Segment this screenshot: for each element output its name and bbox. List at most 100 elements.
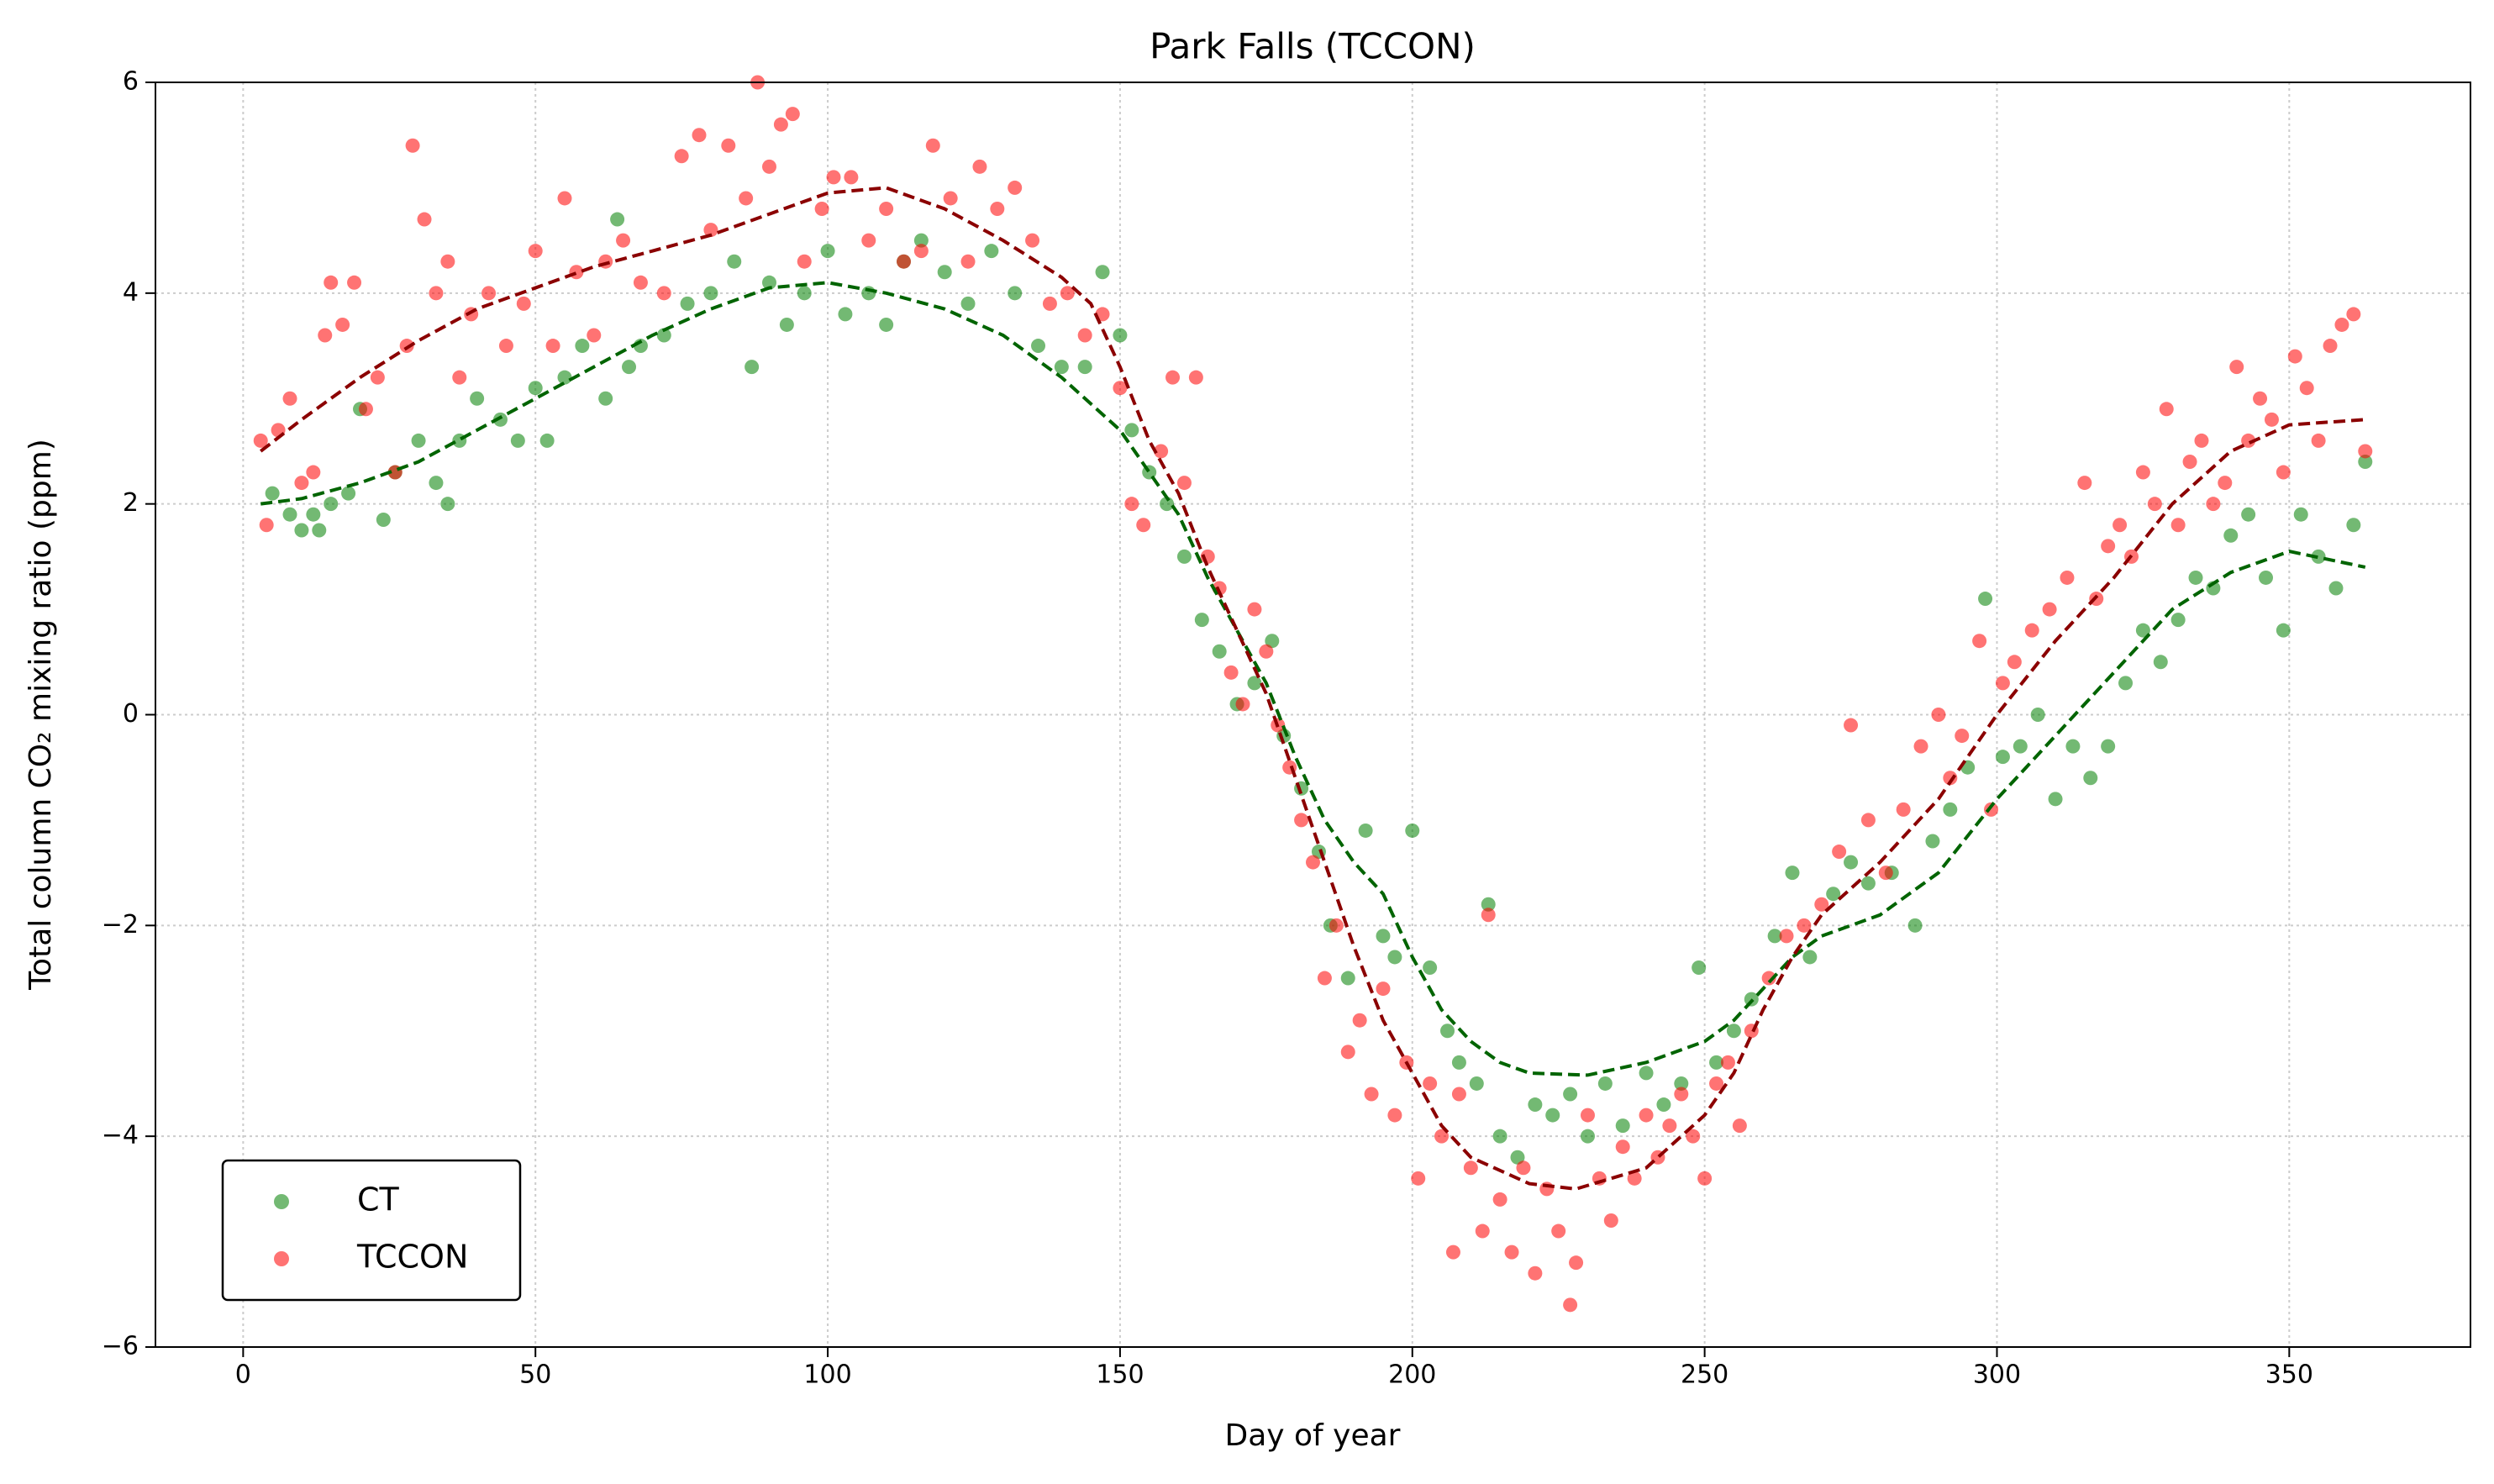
data-point <box>1844 855 1859 870</box>
data-point <box>1639 1066 1654 1081</box>
data-point <box>721 138 736 153</box>
data-point <box>2188 570 2203 585</box>
data-point <box>440 254 455 269</box>
data-point <box>1662 1118 1677 1134</box>
data-point <box>913 244 929 259</box>
y-tick-label: −2 <box>102 910 139 939</box>
data-point <box>1042 296 1057 311</box>
data-point <box>294 476 309 491</box>
y-tick-label: 0 <box>123 699 139 729</box>
data-point <box>1931 708 1946 722</box>
data-point <box>610 212 625 227</box>
data-point <box>324 275 339 290</box>
data-point <box>1054 360 1069 375</box>
data-point <box>2218 476 2233 491</box>
x-tick-label: 300 <box>1973 1360 2021 1390</box>
data-point <box>1925 834 1940 849</box>
data-point <box>1364 1087 1379 1102</box>
data-point <box>545 339 560 354</box>
data-point <box>1405 823 1420 838</box>
data-point <box>1113 328 1128 343</box>
data-point <box>1440 1024 1455 1039</box>
data-point <box>1720 1055 1735 1070</box>
data-point <box>312 523 327 538</box>
data-point <box>814 202 829 216</box>
data-point <box>259 518 274 533</box>
data-point <box>2194 433 2209 448</box>
data-point <box>1878 866 1893 881</box>
data-point <box>282 391 297 406</box>
data-point <box>575 339 590 354</box>
data-point <box>1697 1171 1713 1186</box>
data-point <box>358 402 373 417</box>
data-point <box>1077 328 1092 343</box>
data-point <box>1025 233 1040 248</box>
data-point <box>1358 823 1373 838</box>
data-point <box>1797 918 1812 933</box>
data-point <box>1492 1192 1507 1207</box>
y-tick-label: −4 <box>102 1121 139 1150</box>
data-point <box>2007 655 2022 670</box>
data-point <box>925 138 940 153</box>
data-point <box>2101 539 2116 554</box>
data-point <box>1569 1255 1584 1271</box>
data-point <box>739 191 754 206</box>
data-point <box>2299 381 2314 396</box>
data-point <box>587 328 602 343</box>
data-point <box>1212 644 1227 659</box>
data-point <box>2042 602 2057 617</box>
x-tick-label: 100 <box>803 1360 851 1390</box>
data-point <box>1340 971 1355 986</box>
data-point <box>516 296 531 311</box>
data-point <box>598 391 613 406</box>
data-point <box>1165 370 1181 385</box>
data-point <box>510 433 525 448</box>
data-point <box>1031 339 1046 354</box>
data-point <box>1294 813 1309 828</box>
data-point <box>779 317 794 332</box>
data-point <box>1340 1045 1355 1060</box>
data-point <box>347 275 362 290</box>
data-point <box>1469 1076 1484 1091</box>
data-point <box>1077 360 1092 375</box>
data-point <box>1475 1224 1490 1239</box>
data-point <box>1060 286 1075 301</box>
data-point <box>1194 613 1209 628</box>
data-point <box>879 202 894 216</box>
data-point <box>1387 950 1402 965</box>
y-tick-label: 6 <box>123 67 139 97</box>
data-point <box>2101 739 2116 754</box>
data-point <box>1943 802 1958 817</box>
data-point <box>2276 623 2291 638</box>
data-point <box>2135 623 2150 638</box>
data-point <box>2259 570 2274 585</box>
data-point <box>820 244 835 259</box>
legend-label: TCCON <box>356 1239 468 1276</box>
data-point <box>1615 1118 1630 1134</box>
data-point <box>703 223 718 238</box>
data-point <box>1597 1076 1613 1091</box>
data-point <box>282 507 297 522</box>
data-point <box>1481 908 1496 923</box>
x-axis-label: Day of year <box>1225 1418 1401 1453</box>
data-point <box>1913 739 1928 754</box>
y-axis-label: Total column CO₂ mixing ratio (ppm) <box>24 439 58 991</box>
data-point <box>879 317 894 332</box>
data-point <box>1978 592 1993 607</box>
data-point <box>1551 1224 1566 1239</box>
data-point <box>1692 960 1707 975</box>
data-point <box>1627 1171 1642 1186</box>
data-point <box>2229 360 2244 375</box>
data-point <box>2060 570 2075 585</box>
data-point <box>913 233 929 248</box>
data-point <box>1972 634 1987 649</box>
data-point <box>1445 1245 1460 1260</box>
data-point <box>370 370 385 385</box>
data-point <box>1008 180 1023 195</box>
data-point <box>341 486 356 501</box>
data-point <box>1709 1055 1724 1070</box>
data-point <box>2328 581 2344 596</box>
data-point <box>2346 307 2361 322</box>
data-point <box>539 433 555 448</box>
